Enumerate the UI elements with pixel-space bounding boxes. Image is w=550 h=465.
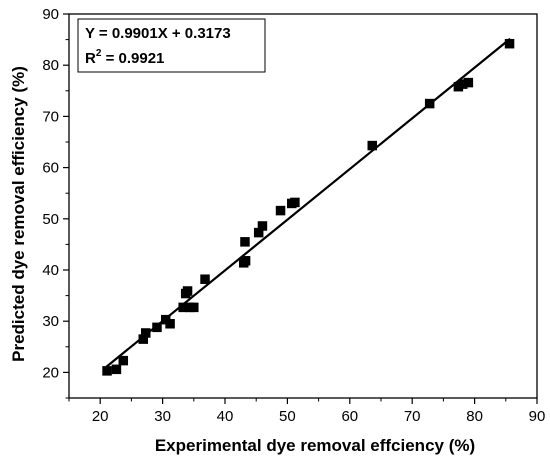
data-point: [138, 334, 149, 344]
data-point: [367, 140, 378, 151]
data-point: [257, 221, 268, 231]
data-point: [102, 366, 112, 376]
regression-fit-line: [105, 37, 511, 368]
regression-equation: Y = 0.9901X + 0.3173: [85, 25, 231, 42]
data-point: [290, 197, 300, 208]
data-point: [253, 227, 264, 238]
y-tick-label: 80: [42, 57, 59, 74]
data-point: [189, 302, 199, 313]
data-point: [240, 237, 250, 247]
x-tick-label: 20: [92, 408, 109, 425]
y-tick-label: 50: [42, 211, 59, 228]
y-axis-title: Predicted dye removal efficiency (%): [9, 66, 28, 362]
plot-frame: [68, 13, 538, 399]
x-tick-label: 40: [217, 408, 234, 425]
data-point: [111, 364, 122, 375]
y-tick-label: 60: [42, 160, 59, 177]
data-point: [275, 205, 286, 216]
data-point: [165, 319, 175, 329]
x-tick-label: 80: [466, 408, 483, 425]
data-point: [141, 328, 151, 338]
data-point: [152, 322, 162, 333]
r-squared-prefix: R: [85, 50, 96, 67]
data-point: [504, 38, 515, 49]
r-squared-value: = 0.9921: [101, 50, 164, 67]
data-point: [463, 77, 474, 88]
annotation-box: [77, 18, 266, 73]
fit-line-layer: [105, 37, 511, 368]
data-point: [178, 302, 188, 313]
data-point: [118, 355, 129, 366]
axis-ticks: 20 30 40 50 60 70 80 90 20 30 40 50 60 70 80 90: [42, 6, 545, 425]
x-axis-title: Experimental dye removal effciency (%): [155, 436, 475, 455]
regression-annotation: Y = 0.9901X + 0.3173 R2 = 0.9921: [77, 18, 266, 73]
x-tick-label: 90: [529, 408, 546, 425]
x-tick-label: 30: [154, 408, 171, 425]
y-tick-label: 40: [42, 262, 59, 279]
x-tick-label: 60: [341, 408, 358, 425]
y-tick-label: 70: [42, 108, 59, 125]
data-point: [424, 98, 435, 109]
data-point: [200, 274, 210, 284]
r-squared-label: R2 = 0.9921: [85, 48, 164, 67]
y-tick-label: 90: [42, 6, 59, 23]
x-tick-label: 70: [404, 408, 421, 425]
data-point: [182, 286, 193, 296]
x-tick-label: 50: [279, 408, 296, 425]
data-point: [457, 79, 468, 89]
data-points: [102, 38, 515, 376]
y-tick-label: 30: [42, 313, 59, 330]
data-point: [240, 256, 251, 266]
y-tick-label: 20: [42, 364, 59, 381]
r-squared-superscript: 2: [96, 48, 102, 59]
